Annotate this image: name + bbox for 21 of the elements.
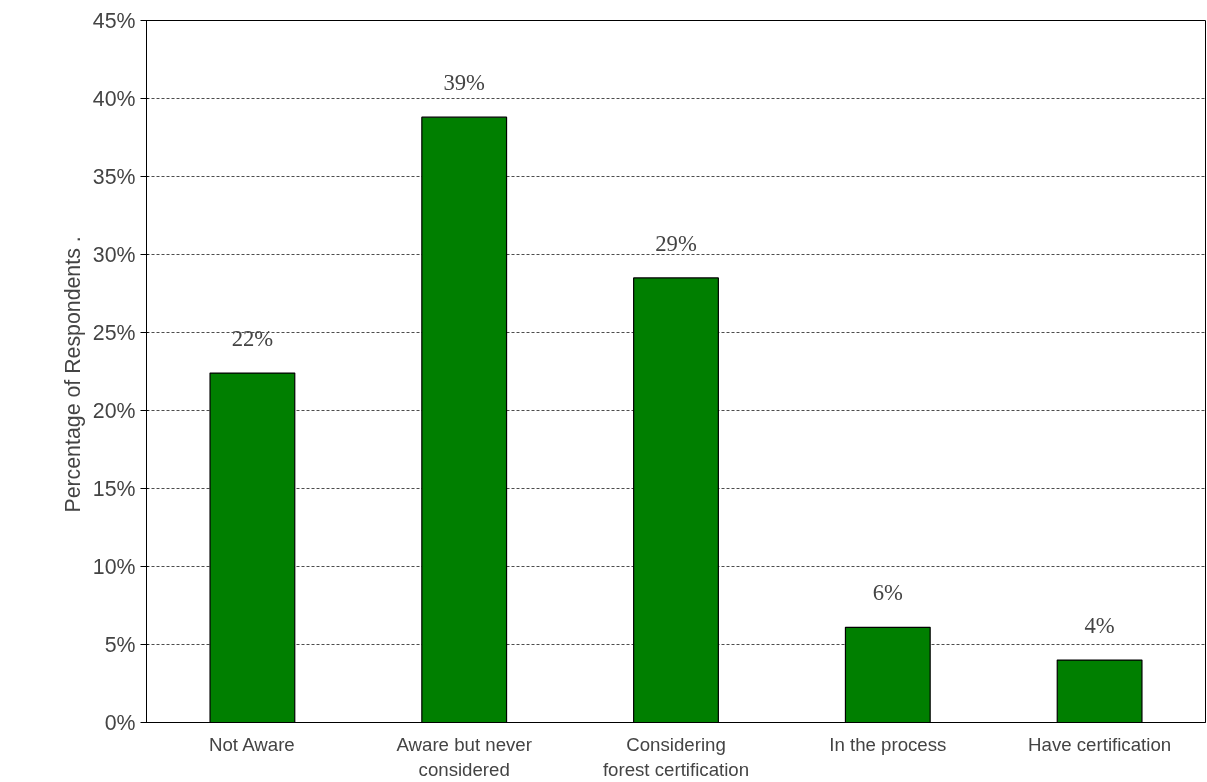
y-tick-label: 10% xyxy=(92,554,136,579)
y-tick-label: 15% xyxy=(92,476,136,501)
y-tick-label: 40% xyxy=(92,86,136,111)
x-tick-label: Considering forest certification xyxy=(602,733,750,780)
y-tick-label: 30% xyxy=(92,242,136,267)
y-tick-label: 0% xyxy=(104,710,136,735)
y-tick-label: 45% xyxy=(92,8,136,33)
y-tick-label: 20% xyxy=(92,398,136,423)
y-tick-label: 5% xyxy=(104,632,136,657)
data-label: 4% xyxy=(1084,613,1115,639)
x-tick-label: In the process xyxy=(829,733,947,755)
data-label: 6% xyxy=(872,580,904,606)
data-label: 39% xyxy=(443,70,486,96)
y-tick-label: 35% xyxy=(92,164,136,189)
x-tick-label: Aware but never considered xyxy=(396,733,532,780)
data-label: 29% xyxy=(655,230,697,256)
data-label: 22% xyxy=(231,326,274,352)
x-tick-label: Have certification xyxy=(1028,733,1172,755)
x-tick-label: Not Aware xyxy=(209,733,295,755)
y-tick-label: 25% xyxy=(92,320,136,345)
y-axis-title: Percentage of Respondents . xyxy=(60,236,85,513)
